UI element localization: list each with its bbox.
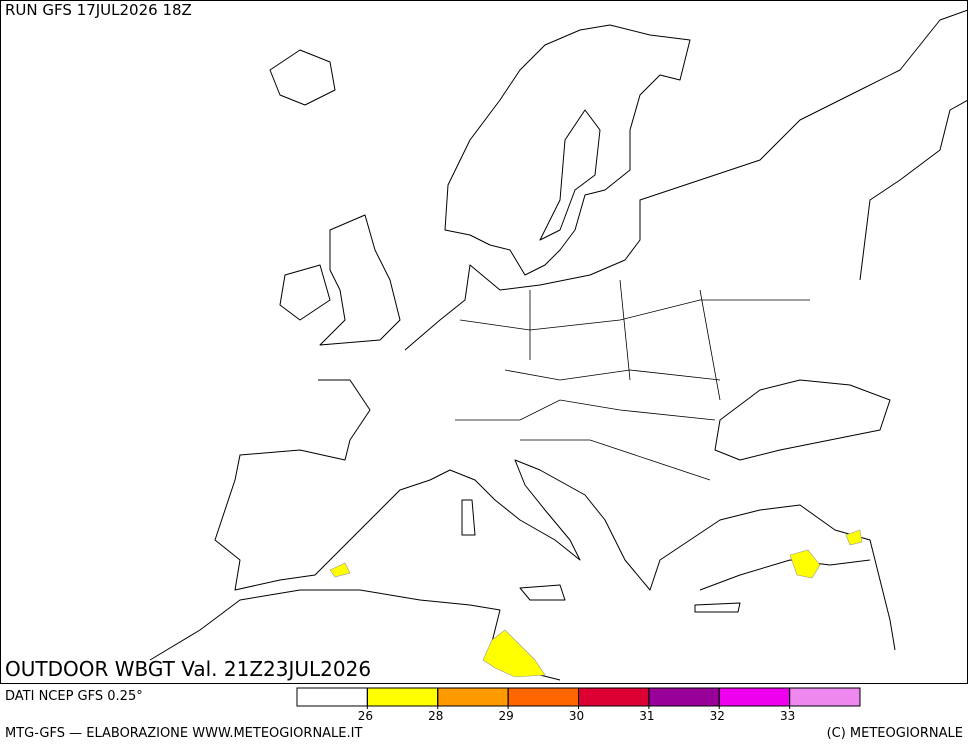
colorbar-tick-label: 26 — [358, 709, 373, 723]
continent-coast — [214, 9, 968, 651]
source-label: DATI NCEP GFS 0.25° — [5, 689, 143, 704]
map-frame — [0, 0, 968, 684]
colorbar-tick-label: 33 — [780, 709, 795, 723]
colorbar-tick-label: 32 — [710, 709, 725, 723]
borders — [455, 279, 810, 481]
colorbar: 26 28 29 30 31 32 33 — [296, 687, 861, 723]
colorbar-segment — [507, 687, 579, 707]
area-tunisia — [482, 629, 546, 678]
corsica-sardinia — [461, 499, 476, 536]
crete — [694, 602, 741, 613]
black-sea — [714, 379, 891, 461]
great-britain — [319, 214, 401, 346]
colorbar-segment — [578, 687, 650, 707]
scandinavia — [444, 24, 691, 276]
run-label: RUN GFS 17JUL2026 18Z — [5, 1, 192, 19]
colorbar-segment — [437, 687, 509, 707]
area-turkey — [789, 549, 821, 579]
gulf-bothnia — [539, 109, 601, 241]
colorbar-segment — [648, 687, 720, 707]
ireland — [279, 264, 331, 321]
colorbar-tick-label: 29 — [498, 709, 513, 723]
colorbar-tick-label: 28 — [428, 709, 443, 723]
colorbar-tick-label: 31 — [639, 709, 654, 723]
colorbar-segment — [789, 687, 861, 707]
area-spain — [329, 562, 351, 578]
wbgt-areas — [329, 529, 863, 678]
country-borders — [455, 279, 810, 481]
colorbar-tick-label: 30 — [569, 709, 584, 723]
copyright-label: (C) METEOGIORNALE — [827, 726, 963, 741]
credits-label: MTG-GFS — ELABORAZIONE WWW.METEOGIORNALE… — [5, 726, 362, 741]
colorbar-segment — [366, 687, 439, 707]
colorbar-segment — [718, 687, 791, 707]
turkey-coast — [699, 559, 871, 591]
area-syria — [845, 529, 863, 546]
sicily — [519, 584, 566, 601]
colorbar-segment — [296, 687, 368, 707]
iceland — [269, 49, 336, 106]
map-title: OUTDOOR WBGT Val. 21Z23JUL2026 — [5, 657, 371, 681]
east-coast — [859, 99, 968, 281]
